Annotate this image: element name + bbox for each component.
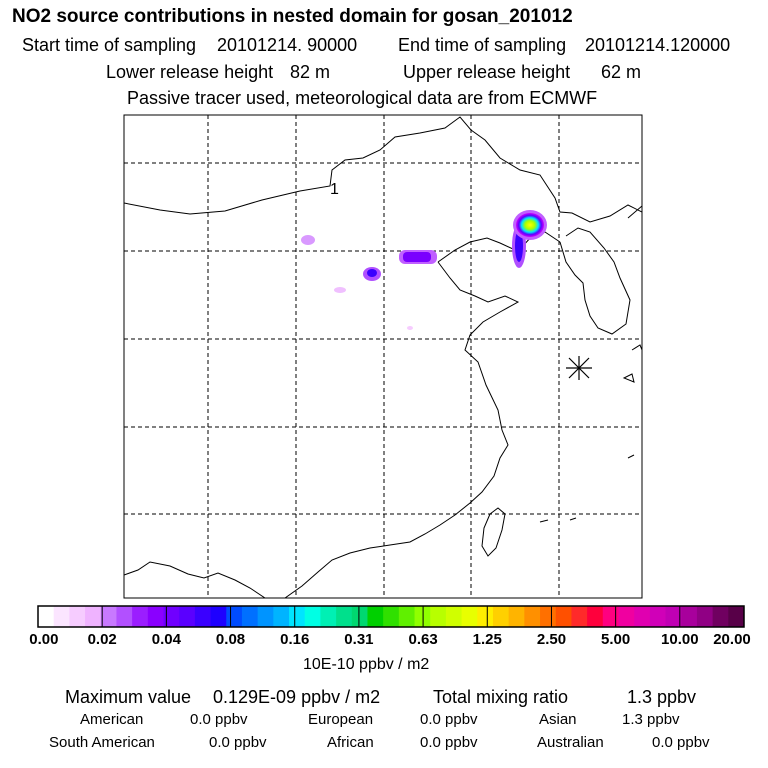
region-name: Asian — [539, 711, 577, 728]
colorbar-swatch — [257, 606, 274, 627]
colorbar-swatch — [132, 606, 149, 627]
colorbar-swatch — [116, 606, 133, 627]
data-source-note: Passive tracer used, meteorological data… — [127, 88, 598, 108]
region-value: 0.0 ppbv — [209, 734, 267, 751]
colorbar-tick-label: 0.04 — [151, 631, 181, 648]
colorbar-swatch — [430, 606, 447, 627]
colorbar-swatch — [69, 606, 86, 627]
colorbar-swatch — [226, 606, 243, 627]
region-name: African — [327, 734, 374, 751]
colorbar-swatch — [508, 606, 525, 627]
upper-release-value: 62 m — [601, 62, 642, 82]
colorbar-swatch — [273, 606, 290, 627]
colorbar-tick-label: 0.63 — [408, 631, 438, 648]
colorbar-swatch — [367, 606, 384, 627]
colorbar-unit: 10E-10 ppbv / m2 — [303, 656, 430, 673]
colorbar-swatch — [492, 606, 510, 627]
colorbar-swatch — [179, 606, 196, 627]
start-time-value: 20101214. 90000 — [217, 35, 358, 55]
colorbar-tick-label: 0.31 — [344, 631, 374, 648]
colorbar-swatch — [100, 606, 117, 627]
colorbar-swatch — [696, 606, 714, 627]
max-value-label: Maximum value — [65, 687, 192, 707]
colorbar-swatch — [571, 606, 588, 627]
colorbar-tick-label: 0.08 — [215, 631, 246, 648]
region-value: 0.0 ppbv — [652, 734, 710, 751]
region-name: Australian — [537, 734, 604, 751]
colorbar-swatch — [618, 606, 635, 627]
total-mixing-value: 1.3 ppbv — [627, 687, 697, 707]
end-time-value: 20101214.120000 — [585, 35, 731, 55]
region-value: 0.0 ppbv — [420, 711, 478, 728]
colorbar — [38, 606, 745, 627]
colorbar-swatch — [728, 606, 745, 627]
colorbar-tick-label: 0.00 — [29, 631, 59, 648]
colorbar-swatch — [681, 606, 698, 627]
colorbar-swatch — [38, 606, 55, 627]
lower-release-value: 82 m — [290, 62, 331, 82]
total-mixing-label: Total mixing ratio — [433, 687, 569, 707]
colorbar-swatch — [398, 606, 416, 627]
upper-release-label: Upper release height — [403, 62, 571, 82]
colorbar-swatch — [461, 606, 478, 627]
max-value: 0.129E-09 ppbv / m2 — [213, 687, 381, 707]
colorbar-swatch — [320, 606, 337, 627]
start-time-label: Start time of sampling — [22, 35, 197, 55]
colorbar-swatch — [351, 606, 368, 627]
release-marker-label: 1 — [330, 181, 339, 198]
colorbar-swatch — [289, 606, 306, 627]
colorbar-swatch — [53, 606, 70, 627]
colorbar-swatch — [665, 606, 682, 627]
region-value: 0.0 ppbv — [190, 711, 248, 728]
region-name: American — [80, 711, 144, 728]
colorbar-swatch — [194, 606, 212, 627]
colorbar-frame — [37, 605, 745, 628]
colorbar-swatch — [241, 606, 259, 627]
colorbar-tick-label: 1.25 — [472, 631, 502, 648]
colorbar-swatch — [304, 606, 321, 627]
colorbar-swatch — [602, 606, 619, 627]
colorbar-swatch — [649, 606, 667, 627]
colorbar-tick-label: 10.00 — [661, 631, 699, 648]
map-frame — [123, 114, 643, 599]
coastlines — [124, 116, 642, 598]
colorbar-tick-label: 5.00 — [601, 631, 631, 648]
colorbar-swatch — [163, 606, 180, 627]
colorbar-tick-label: 0.16 — [280, 631, 310, 648]
colorbar-swatch — [477, 606, 494, 627]
concentration-plumes — [301, 210, 547, 330]
colorbar-swatch — [147, 606, 165, 627]
end-time-label: End time of sampling — [398, 35, 567, 55]
colorbar-dividers — [101, 606, 681, 627]
colorbar-swatch — [445, 606, 463, 627]
map-content: 1 — [124, 115, 642, 598]
station-marker — [566, 356, 592, 380]
grid-lines — [124, 115, 642, 598]
lower-release-label: Lower release height — [106, 62, 274, 82]
colorbar-swatch — [540, 606, 557, 627]
colorbar-swatch — [555, 606, 572, 627]
region-value: 1.3 ppbv — [622, 711, 680, 728]
region-value: 0.0 ppbv — [420, 734, 478, 751]
region-name: European — [308, 711, 374, 728]
colorbar-swatch — [634, 606, 651, 627]
region-name: South American — [49, 734, 155, 751]
colorbar-swatch — [210, 606, 227, 627]
colorbar-swatch — [383, 606, 400, 627]
colorbar-swatch — [712, 606, 729, 627]
colorbar-tick-label: 0.02 — [87, 631, 117, 648]
colorbar-tick-label: 2.50 — [536, 631, 567, 648]
colorbar-swatch — [587, 606, 604, 627]
map-title: NO2 source contributions in nested domai… — [12, 6, 573, 27]
colorbar-tick-label: 20.00 — [713, 631, 751, 648]
colorbar-swatch — [524, 606, 541, 627]
colorbar-swatch — [336, 606, 353, 627]
colorbar-swatch — [85, 606, 102, 627]
